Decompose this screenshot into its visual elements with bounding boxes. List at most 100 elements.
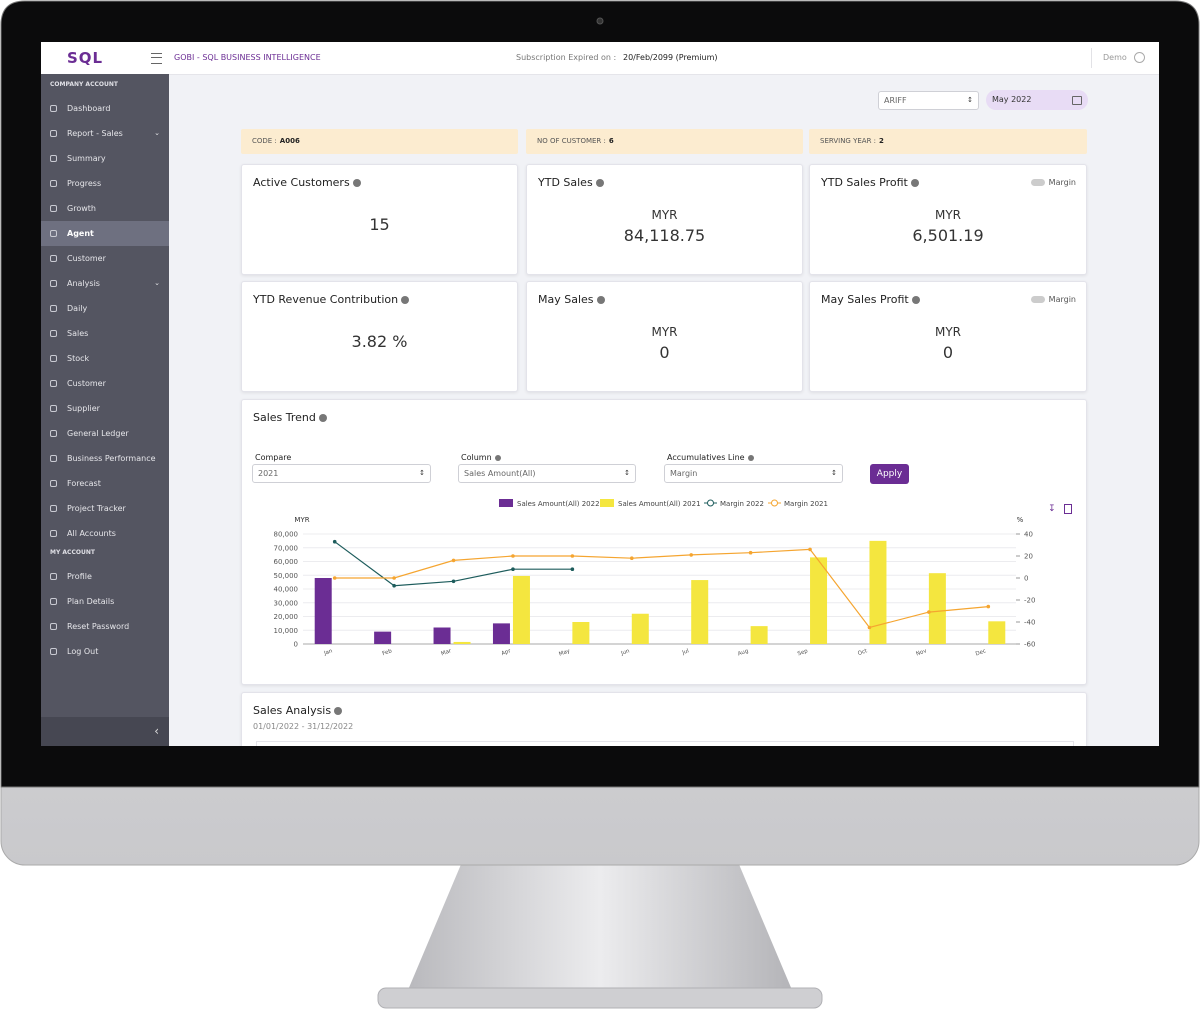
sidebar-icon — [50, 598, 57, 605]
info-value: 2 — [879, 137, 884, 145]
info-icon — [401, 296, 410, 304]
toggle-switch[interactable] — [1030, 296, 1045, 303]
line-marker — [867, 625, 872, 630]
line-marker — [511, 567, 515, 571]
control-label: Accumulatives Line — [667, 453, 754, 462]
sidebar-item-label: Summary — [67, 154, 106, 163]
screen: SQL GOBI - SQL BUSINESS INTELLIGENCE Sub… — [41, 42, 1159, 746]
bar — [374, 631, 392, 644]
sidebar-icon — [50, 330, 57, 337]
control-select[interactable]: 2021 — [252, 464, 431, 483]
sales-trend-title: Sales Trend — [253, 411, 316, 424]
kpi-title: YTD Sales Profit — [821, 176, 919, 189]
sidebar-item[interactable]: Stock — [41, 346, 169, 371]
sidebar-item[interactable]: Analysis ⌄ — [41, 271, 169, 296]
line-marker — [629, 556, 634, 560]
y-tick-label: 50,000 — [274, 572, 299, 580]
y-tick-label: 60,000 — [274, 558, 299, 566]
sidebar-item[interactable]: Daily — [41, 296, 169, 321]
sidebar — [41, 74, 169, 746]
month-picker[interactable]: May 2022 — [986, 90, 1088, 110]
sidebar-icon — [50, 305, 57, 312]
kpi-title-text: YTD Revenue Contribution — [253, 293, 399, 306]
chevron: ⌄ — [154, 279, 160, 287]
x-tick-label: Sep — [797, 648, 809, 657]
logo[interactable]: SQL — [67, 49, 104, 67]
toggle-switch[interactable] — [1030, 179, 1045, 186]
bar — [810, 557, 828, 644]
sidebar-item[interactable]: Forecast — [41, 471, 169, 496]
sidebar-item[interactable]: Business Performance — [41, 446, 169, 471]
sidebar-item[interactable]: Customer — [41, 371, 169, 396]
menu-icon[interactable] — [151, 53, 162, 64]
kpi-card: YTD Sales Profit MYR 6,501.19 Margin — [809, 164, 1087, 275]
y-tick-label: 40,000 — [274, 586, 299, 594]
sidebar-item-label: Stock — [67, 354, 90, 363]
control-select[interactable]: Margin — [664, 464, 843, 483]
download-icon[interactable]: ↧ — [1048, 504, 1056, 514]
sidebar-item[interactable]: Progress — [41, 171, 169, 196]
sidebar-item[interactable]: Summary — [41, 146, 169, 171]
export-icon[interactable] — [1064, 504, 1072, 514]
sidebar-item[interactable]: Log Out — [41, 639, 169, 664]
top-bar — [41, 42, 1159, 75]
collapse-button[interactable]: ‹ — [41, 717, 169, 746]
sidebar-item[interactable]: Agent — [41, 221, 169, 246]
sidebar-item[interactable]: Customer — [41, 246, 169, 271]
info-icon — [747, 454, 754, 461]
apply-button[interactable]: Apply — [870, 464, 909, 484]
sidebar-item-label: Plan Details — [67, 597, 115, 606]
line — [334, 541, 573, 587]
sidebar-icon — [50, 623, 57, 630]
sidebar-item-label: Report - Sales — [67, 129, 123, 138]
sidebar-item[interactable]: Dashboard — [41, 96, 169, 121]
sidebar-item[interactable]: General Ledger — [41, 421, 169, 446]
sidebar-item[interactable]: Project Tracker — [41, 496, 169, 521]
sidebar-item[interactable]: Profile — [41, 564, 169, 589]
x-tick-label: May — [558, 648, 571, 658]
line-marker — [927, 610, 931, 614]
kpi-title-text: Active Customers — [253, 176, 350, 189]
sidebar-icon — [50, 505, 57, 512]
toggle-label: Margin — [1048, 295, 1076, 304]
x-tick-label: Nov — [915, 648, 928, 658]
sidebar-item-label: Reset Password — [67, 622, 130, 631]
calendar-icon[interactable] — [1072, 96, 1082, 105]
sidebar-item[interactable]: Supplier — [41, 396, 169, 421]
info-label: CODE : — [252, 137, 277, 145]
line-marker — [392, 576, 396, 580]
kpi-card: YTD Revenue Contribution 3.82 % — [241, 281, 518, 392]
bar — [869, 540, 887, 644]
margin-toggle[interactable]: Margin — [1030, 295, 1076, 304]
user-name[interactable]: Demo — [1103, 53, 1127, 62]
legend-marker — [771, 499, 778, 507]
agent-select[interactable]: ARIFF — [878, 91, 979, 110]
x-tick-label: Aug — [737, 648, 749, 657]
line-marker — [986, 604, 991, 609]
info-icon — [911, 296, 920, 304]
sidebar-item[interactable]: Report - Sales ⌄ — [41, 121, 169, 146]
x-tick-label: Jun — [619, 648, 631, 657]
bar — [988, 621, 1006, 644]
sidebar-item[interactable]: Growth — [41, 196, 169, 221]
margin-toggle[interactable]: Margin — [1030, 178, 1076, 187]
sidebar-item-label: Customer — [67, 254, 106, 263]
info-icon — [910, 179, 919, 187]
sidebar-icon — [50, 280, 57, 287]
sidebar-item[interactable]: Sales — [41, 321, 169, 346]
sidebar-item[interactable]: Reset Password — [41, 614, 169, 639]
y2-tick-label: 0 — [1024, 575, 1028, 583]
kpi-card: YTD Sales MYR 84,118.75 — [526, 164, 803, 275]
app-title[interactable]: GOBI - SQL BUSINESS INTELLIGENCE — [174, 53, 321, 62]
sales-analysis-title: Sales Analysis — [253, 704, 332, 717]
y-axis-title: MYR — [294, 516, 309, 524]
sidebar-icon — [50, 480, 57, 487]
control-select[interactable]: Sales Amount(All) — [458, 464, 636, 483]
sidebar-item-label: Daily — [67, 304, 88, 313]
legend-swatch — [499, 499, 513, 507]
sidebar-item[interactable]: All Accounts — [41, 521, 169, 546]
sidebar-item[interactable]: Plan Details — [41, 589, 169, 614]
user-avatar[interactable] — [1134, 52, 1145, 63]
line-marker — [570, 567, 575, 571]
bar — [453, 641, 471, 644]
